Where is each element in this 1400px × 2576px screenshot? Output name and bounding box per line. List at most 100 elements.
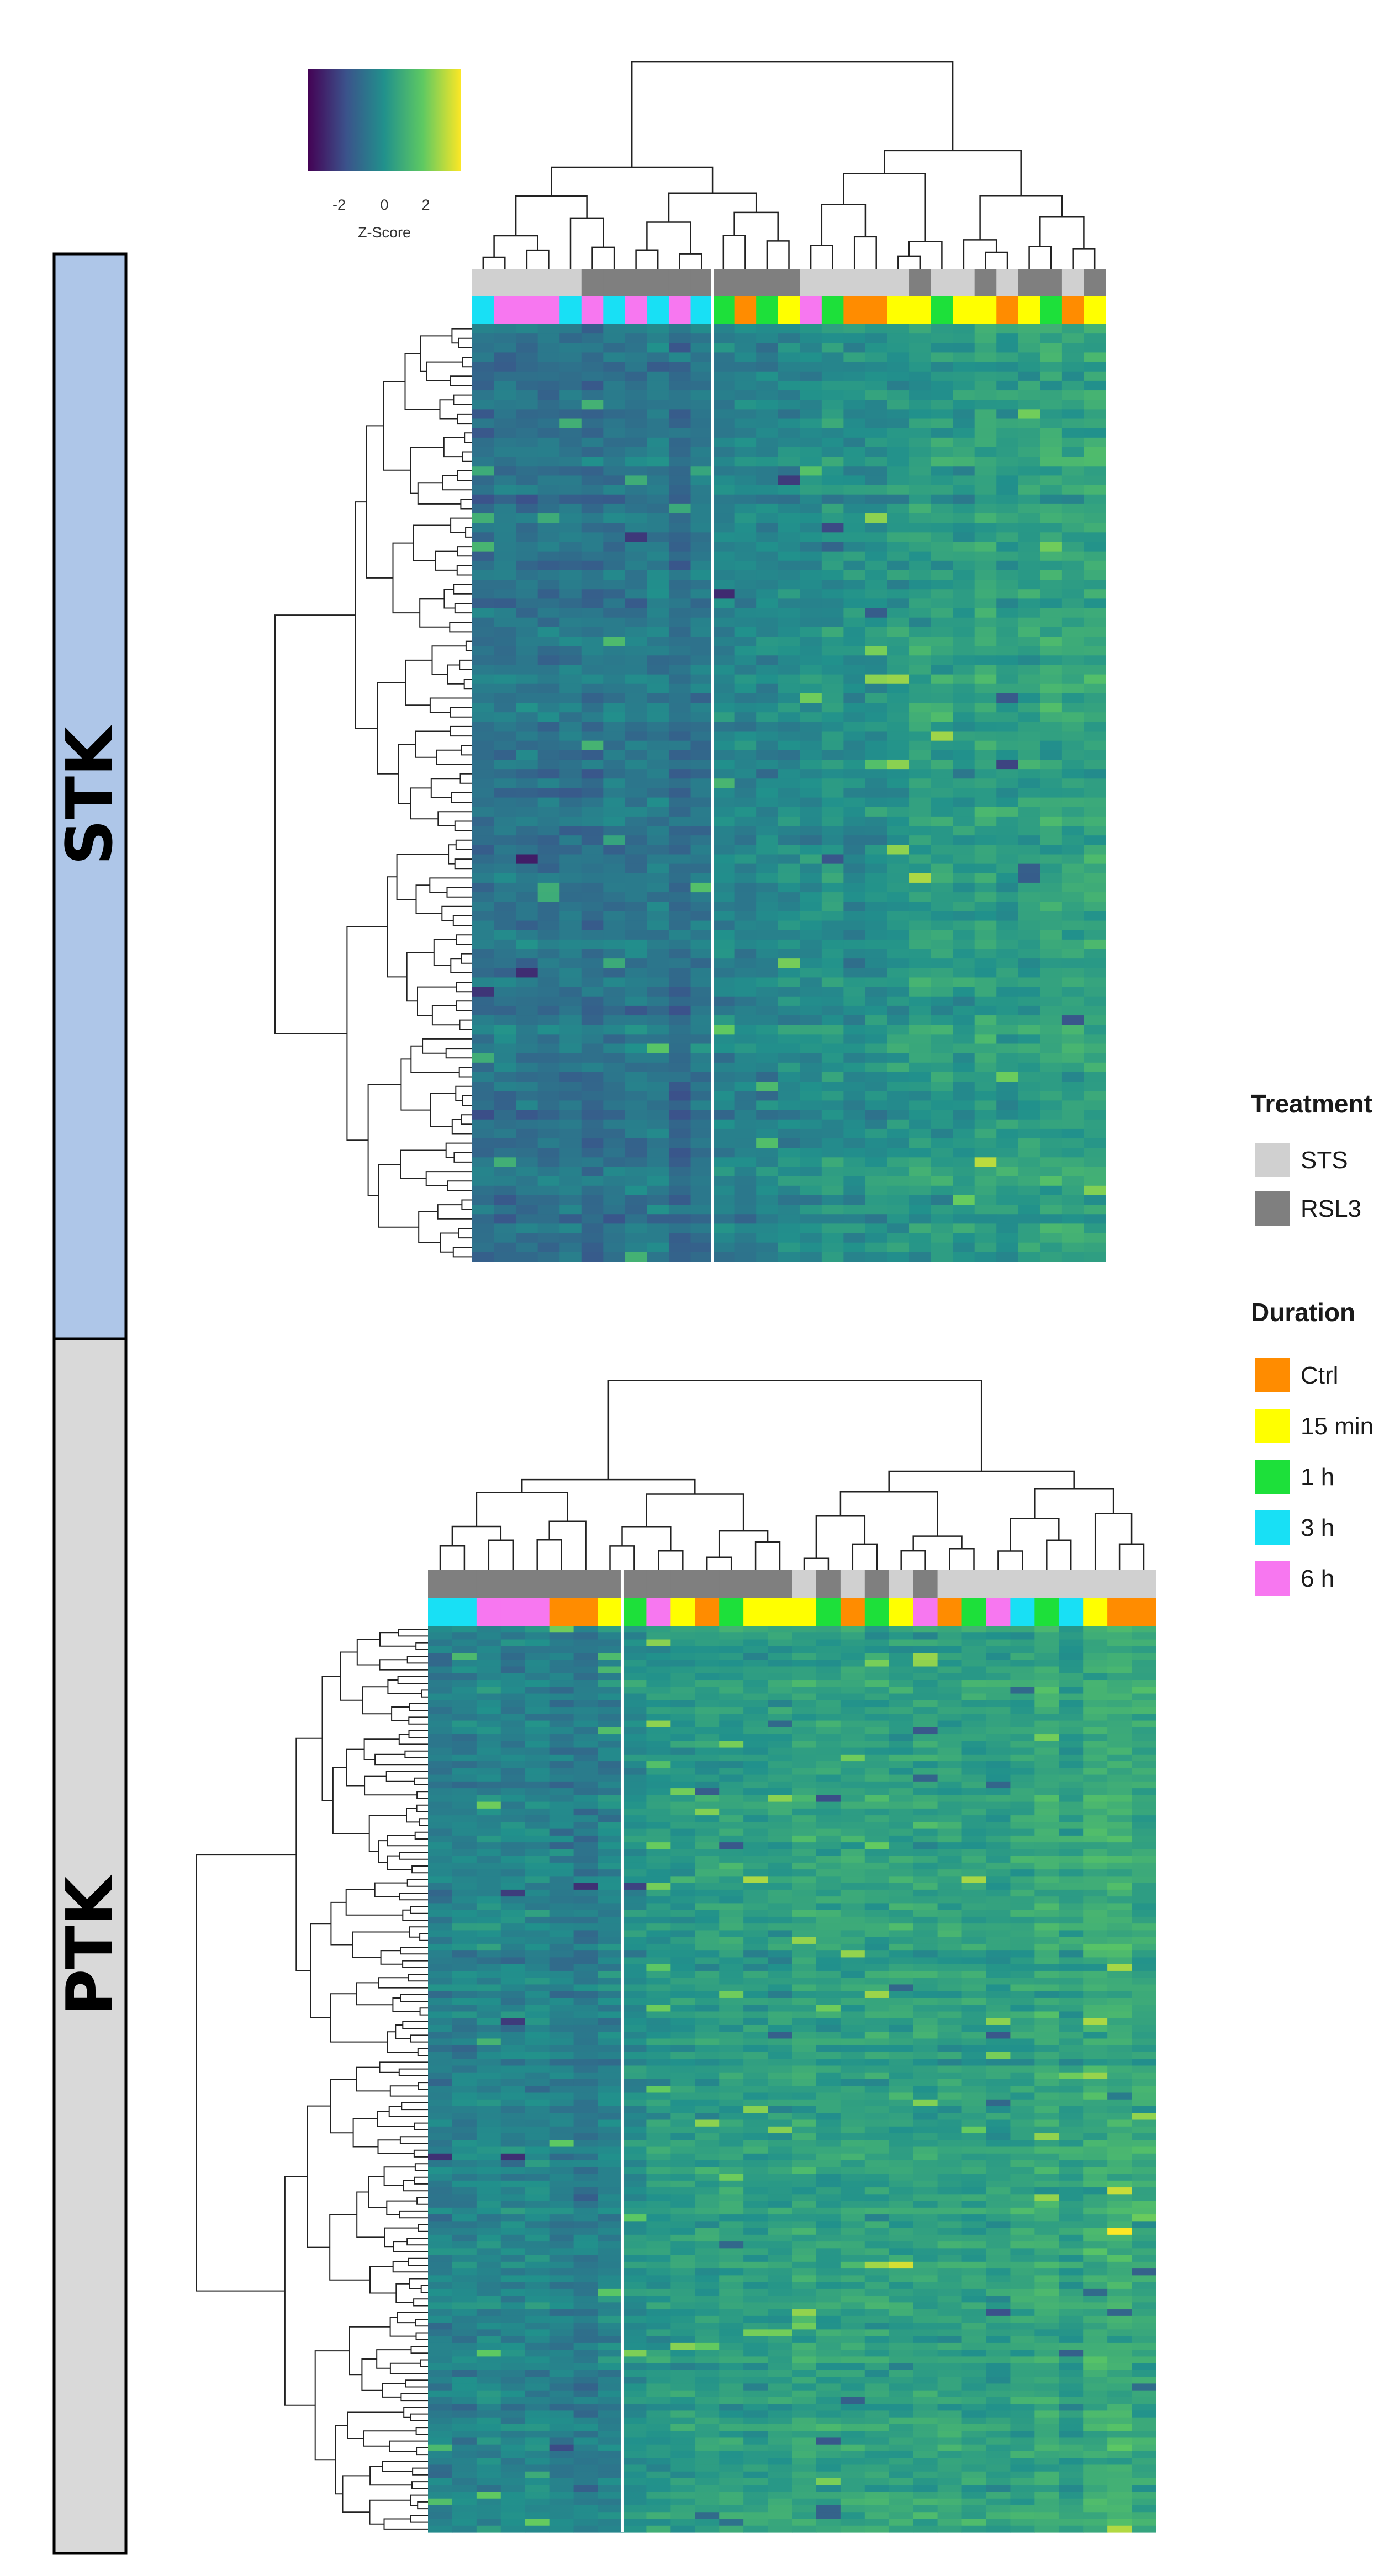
stk-heat-cell (712, 797, 735, 808)
stk-heat-cell (909, 807, 932, 817)
stk-heat-cell (843, 655, 866, 666)
ptk-heat-cell (452, 1991, 477, 1999)
stk-heat-cell (1018, 1119, 1040, 1130)
stk-heat-cell (647, 1072, 669, 1082)
stk-heat-cell (865, 457, 888, 467)
stk-heat-cell (909, 977, 932, 988)
ptk-row-dendro-branch (369, 2266, 397, 2294)
ptk-heat-cell (428, 1856, 453, 1863)
stk-heat-cell (516, 722, 538, 732)
ptk-heat-cell (889, 1856, 914, 1863)
ptk-heat-cell (816, 1964, 841, 1971)
ptk-heat-cell (937, 1937, 963, 1944)
ptk-heat-cell (743, 1883, 768, 1890)
stk-heat-cell (690, 1072, 713, 1082)
stk-heat-cell (974, 977, 997, 988)
stk-heat-cell (603, 854, 626, 865)
stk-heat-cell (537, 845, 560, 855)
ptk-heat-cell (428, 1883, 453, 1890)
ptk-heat-cell (1034, 1795, 1059, 1803)
stk-heat-cell (559, 580, 582, 590)
stk-heat-cell (603, 920, 626, 931)
stk-col-dendro-branch (679, 253, 702, 269)
stk-heat-cell (974, 485, 997, 495)
stk-heat-cell (581, 1053, 604, 1063)
ptk-heat-cell (937, 1774, 963, 1782)
stk-heat-cell (603, 617, 626, 628)
stk-heat-cell (581, 494, 604, 505)
ptk-heat-cell (937, 1687, 963, 1694)
stk-heat-cell (778, 693, 800, 703)
ptk-heat-cell (1107, 1646, 1132, 1653)
stk-heat-cell (712, 665, 735, 675)
ptk-heat-cell (428, 1970, 453, 1978)
ptk-heat-cell (428, 1862, 453, 1870)
ptk-heat-cell (719, 1632, 744, 1640)
stk-heat-cell (909, 835, 932, 845)
ptk-heat-cell (549, 1815, 574, 1822)
stk-heat-cell (603, 1005, 626, 1016)
stk-heat-cell (953, 1233, 975, 1243)
stk-heat-cell (1040, 637, 1063, 646)
stk-heat-cell (1018, 485, 1040, 495)
ptk-heat-cell (1010, 1978, 1035, 1985)
stk-heat-cell (494, 551, 516, 561)
stk-heat-cell (1084, 428, 1106, 438)
stk-heat-cell (931, 1157, 953, 1168)
stk-heat-cell (931, 627, 953, 637)
ptk-heat-cell (1132, 1970, 1156, 1978)
stk-heat-cell (516, 466, 538, 476)
ptk-heat-cell (1132, 1991, 1156, 1999)
stk-heat-cell (603, 1110, 626, 1120)
stk-heat-cell (690, 1176, 713, 1186)
stk-heat-cell (668, 1252, 691, 1262)
stk-heat-cell (603, 769, 626, 779)
ptk-row-dendro-branch (403, 2407, 428, 2418)
ptk-heat-cell (864, 1876, 890, 1884)
stk-heat-cell (996, 1015, 1019, 1025)
ptk-row-dendro-branch (379, 1632, 416, 1647)
stk-heat-cell (690, 949, 713, 959)
ptk-heat-cell (1132, 1978, 1156, 1985)
ptk-heat-cell (840, 1835, 865, 1843)
stk-heat-cell (821, 1110, 844, 1120)
stk-heat-cell (909, 911, 932, 921)
stk-heat-cell (690, 665, 713, 675)
stk-heat-cell (756, 1005, 779, 1016)
stk-heat-cell (953, 1034, 975, 1045)
stk-heat-cell (625, 1233, 648, 1243)
stk-heat-cell (865, 911, 888, 921)
ptk-heat-cell (646, 1842, 671, 1849)
stk-heat-cell (843, 1043, 866, 1054)
stk-heat-cell (472, 1195, 495, 1205)
stk-heat-cell (843, 447, 866, 457)
stk-heat-cell (778, 873, 800, 883)
ptk-heat-cell (1132, 1957, 1156, 1965)
stk-heat-cell (625, 428, 648, 438)
ptk-heat-cell (622, 1923, 647, 1931)
stk-heat-cell (516, 788, 538, 798)
stk-heat-cell (559, 987, 582, 997)
stk-heat-cell (559, 1082, 582, 1091)
ptk-heat-cell (986, 1991, 1011, 1999)
stk-heat-cell (603, 418, 626, 429)
stk-heat-cell (931, 485, 953, 495)
stk-heat-cell (865, 1223, 888, 1234)
stk-heat-cell (778, 740, 800, 751)
stk-heat-cell (953, 362, 975, 372)
ptk-heat-cell (792, 1774, 817, 1782)
stk-col-dendro-branch (733, 211, 779, 241)
stk-heat-cell (516, 958, 538, 968)
stk-heat-cell (756, 816, 779, 826)
ptk-heat-cell (913, 1869, 938, 1877)
stk-heat-cell (516, 1128, 538, 1139)
stk-heat-cell (1061, 996, 1085, 1006)
stk-heat-cell (800, 475, 822, 486)
ptk-heat-cell (986, 1761, 1011, 1768)
ptk-heat-cell (500, 1822, 526, 1830)
stk-heat-cell (996, 968, 1019, 978)
ptk-heat-cell (622, 1639, 647, 1647)
stk-heat-cell (690, 589, 713, 599)
stk-heat-cell (1018, 958, 1040, 968)
stk-duration-cell (603, 296, 626, 324)
